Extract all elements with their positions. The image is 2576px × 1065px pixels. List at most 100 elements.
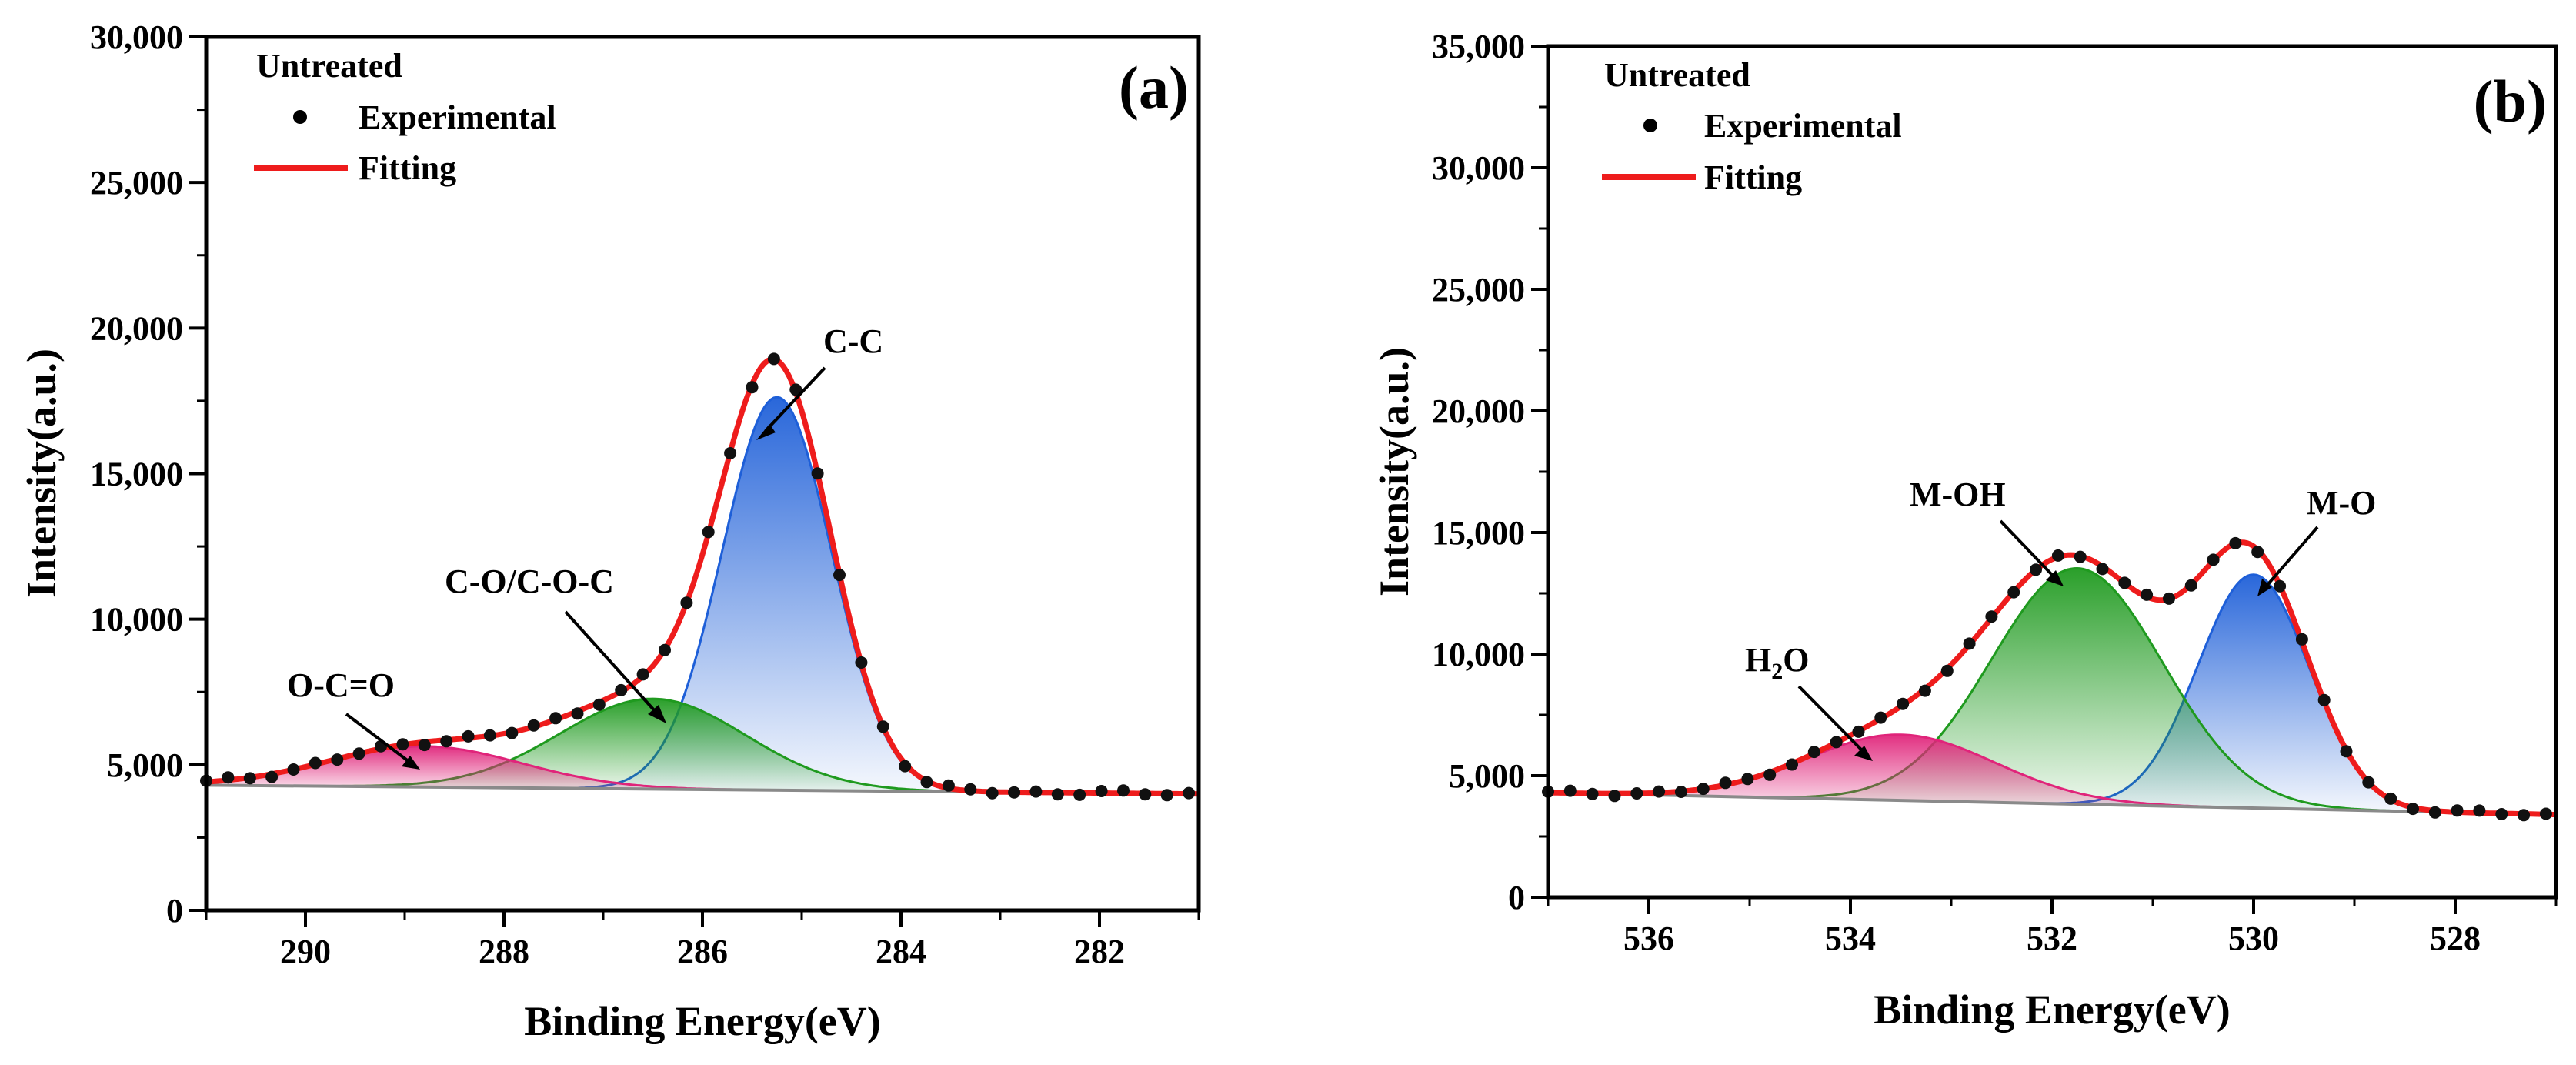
annotation-arrowhead-m-oh (2046, 570, 2064, 586)
experimental-point (243, 772, 256, 785)
experimental-point (2163, 592, 2175, 605)
experimental-point (833, 569, 846, 582)
annotation-arrow-h2o (1797, 685, 1864, 752)
experimental-point (2295, 633, 2308, 646)
annotation-arrow-o-c-o (345, 713, 411, 763)
experimental-point (2051, 549, 2064, 562)
experimental-point (2384, 792, 2397, 805)
experimental-point (549, 712, 562, 725)
experimental-point (2451, 804, 2464, 817)
annotation-arrowhead-h2o (1854, 746, 1873, 761)
experimental-point (2340, 745, 2353, 758)
experimental-point (986, 786, 999, 800)
peak-fill-o-c-o (206, 746, 1199, 794)
y-axis-title-a: Intensity(a.u.) (18, 349, 65, 598)
legend-label-experimental-b: Experimental (1704, 107, 1902, 145)
experimental-point (767, 352, 780, 366)
experimental-point (1830, 736, 1843, 749)
experimental-point (1741, 773, 1754, 786)
experimental-point (287, 763, 300, 776)
x-tick-label: 282 (1074, 933, 1125, 970)
annotation-label-c-o: C-O/C-O-C (445, 563, 614, 600)
annotation-h2o: H2O (1745, 641, 1873, 761)
experimental-point (1697, 783, 1710, 796)
legend-label-fitting-a: Fitting (359, 149, 456, 187)
annotation-arrow-c-o (564, 610, 657, 713)
experimental-point (680, 596, 693, 609)
y-tick-label: 10,000 (90, 601, 183, 639)
experimental-point (2074, 550, 2087, 563)
legend-label-fitting-b: Fitting (1704, 159, 1802, 196)
y-tick-label: 25,000 (1432, 271, 1525, 309)
experimental-point (1117, 784, 1130, 797)
experimental-point (1029, 785, 1043, 798)
experimental-point (1563, 784, 1577, 797)
experimental-point (352, 747, 365, 760)
chart-panel-a: 290 288 286 284 282 0 5,000 10,000 15,000 20,000 2… (18, 18, 1201, 1044)
x-axis-title-a: Binding Energy(eV) (524, 998, 881, 1044)
x-tick-label: 534 (1825, 920, 1876, 957)
y-tick-label: 5,000 (1449, 757, 1525, 795)
experimental-point (746, 381, 759, 394)
legend-marker-experimental-b (1643, 119, 1657, 132)
experimental-point (265, 770, 279, 783)
experimental-point (2007, 586, 2020, 599)
experimental-point (483, 729, 496, 742)
experimental-point (2428, 806, 2441, 819)
x-tick-label: 286 (677, 933, 728, 970)
experimental-point (2473, 804, 2486, 817)
legend-marker-experimental-a (293, 110, 307, 124)
experimental-point (2096, 563, 2109, 576)
experimental-point (942, 779, 955, 792)
x-tick-label: 288 (479, 933, 529, 970)
experimental-point (2274, 579, 2287, 593)
h2o-subscript: 2 (1771, 659, 1783, 684)
experimental-point (2251, 546, 2264, 559)
experimental-point (1073, 788, 1086, 801)
y-tick-label: 15,000 (1432, 514, 1525, 552)
experimental-point (1095, 785, 1108, 797)
experimental-point (2141, 588, 2154, 601)
experimental-point (1897, 697, 1910, 710)
annotation-c-c: C-C (756, 322, 883, 440)
experimental-point (1608, 790, 1621, 803)
experimental-point (2229, 536, 2242, 549)
experimental-point (899, 760, 912, 773)
legend-b: Untreated Experimental Fitting (1602, 56, 1902, 196)
annotation-arrowhead-o-c-o (402, 756, 420, 770)
experimental-point (1674, 786, 1687, 798)
experimental-point (2362, 776, 2375, 789)
x-tick-label: 290 (280, 933, 331, 970)
experimental-point (309, 756, 322, 770)
experimental-point (920, 776, 933, 789)
annotation-arrowhead-c-o (648, 705, 666, 723)
experimental-point (440, 735, 453, 748)
legend-a: Untreated Experimental Fitting (254, 47, 556, 187)
background-line-b (1547, 791, 2557, 816)
experimental-point (1183, 786, 1196, 800)
experimental-point (1051, 788, 1064, 801)
y-tick-label: 5,000 (107, 746, 183, 784)
experimental-point (592, 698, 606, 711)
experimental-point (1139, 788, 1152, 801)
experimental-point (1630, 787, 1643, 800)
experimental-point (636, 668, 649, 681)
experimental-point (527, 719, 540, 732)
experimental-point (1807, 746, 1820, 759)
y-tick-label: 10,000 (1432, 636, 1525, 673)
experimental-point (789, 383, 802, 396)
experimental-point (418, 739, 431, 752)
h2o-o: O (1783, 641, 1809, 679)
experimental-point (1586, 787, 1599, 800)
annotation-label-h2o: H2O (1745, 641, 1809, 684)
peak-fill-h2o (1548, 734, 2556, 815)
experimental-point (855, 656, 868, 669)
experimental-point (1786, 758, 1798, 771)
experimental-point (964, 783, 977, 796)
experimental-point (659, 643, 671, 656)
experimental-point (1985, 610, 1998, 623)
experimental-point (1008, 786, 1021, 799)
annotation-label-m-oh: M-OH (1910, 476, 2006, 513)
experimental-point (462, 729, 475, 743)
